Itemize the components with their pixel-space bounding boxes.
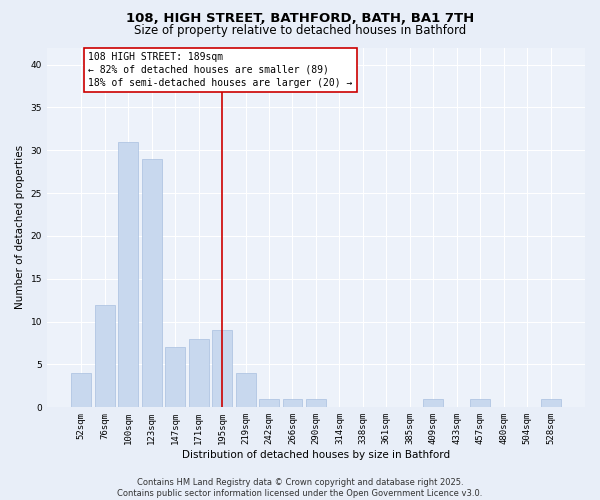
Bar bbox=[283, 399, 302, 407]
Text: Size of property relative to detached houses in Bathford: Size of property relative to detached ho… bbox=[134, 24, 466, 37]
X-axis label: Distribution of detached houses by size in Bathford: Distribution of detached houses by size … bbox=[182, 450, 450, 460]
Bar bbox=[541, 399, 560, 407]
Y-axis label: Number of detached properties: Number of detached properties bbox=[15, 146, 25, 310]
Text: 108 HIGH STREET: 189sqm
← 82% of detached houses are smaller (89)
18% of semi-de: 108 HIGH STREET: 189sqm ← 82% of detache… bbox=[88, 52, 353, 88]
Text: Contains HM Land Registry data © Crown copyright and database right 2025.
Contai: Contains HM Land Registry data © Crown c… bbox=[118, 478, 482, 498]
Bar bbox=[165, 348, 185, 408]
Bar bbox=[188, 339, 209, 407]
Text: 108, HIGH STREET, BATHFORD, BATH, BA1 7TH: 108, HIGH STREET, BATHFORD, BATH, BA1 7T… bbox=[126, 12, 474, 26]
Bar bbox=[118, 142, 138, 408]
Bar bbox=[142, 159, 162, 408]
Bar bbox=[71, 373, 91, 408]
Bar bbox=[259, 399, 279, 407]
Bar bbox=[236, 373, 256, 408]
Bar bbox=[423, 399, 443, 407]
Bar bbox=[306, 399, 326, 407]
Bar bbox=[212, 330, 232, 407]
Bar bbox=[470, 399, 490, 407]
Bar bbox=[95, 304, 115, 408]
